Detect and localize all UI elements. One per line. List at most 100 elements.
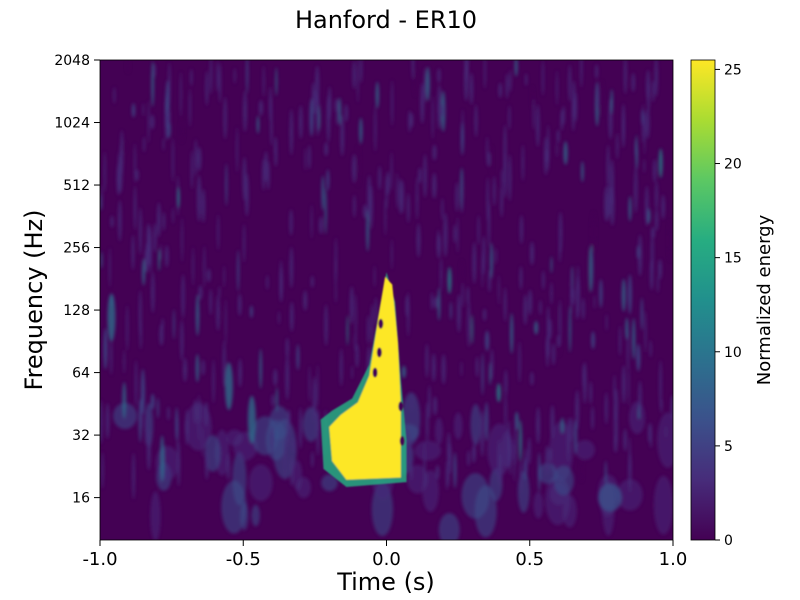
y-tick-label: 128 (63, 303, 90, 319)
noise-streak (225, 163, 228, 207)
noise-streak (518, 341, 521, 383)
noise-streak (492, 175, 496, 207)
noise-streak (654, 208, 659, 232)
noise-streak (576, 265, 580, 295)
noise-streak (604, 392, 608, 425)
noise-streak (566, 417, 570, 463)
noise-streak (370, 303, 374, 345)
noise-streak (122, 141, 127, 155)
noise-streak (445, 460, 449, 491)
noise-streak (500, 168, 503, 187)
noise-streak (153, 222, 157, 253)
x-tick-label: 0.5 (515, 549, 544, 570)
noise-streak (425, 402, 429, 444)
noise-streak (270, 118, 273, 147)
noise-streak (304, 147, 307, 171)
noise-streak (201, 426, 204, 457)
noise-blob (321, 474, 338, 492)
noise-streak (635, 134, 638, 169)
noise-streak (660, 398, 663, 413)
noise-streak (573, 419, 578, 455)
noise-blob (438, 512, 460, 540)
noise-streak (431, 95, 434, 140)
noise-streak (327, 86, 332, 121)
noise-streak (324, 304, 328, 347)
noise-streak (298, 105, 303, 140)
noise-streak (550, 256, 553, 274)
noise-streak (593, 294, 596, 310)
noise-streak (259, 348, 262, 389)
noise-streak (374, 105, 377, 152)
noise-streak (110, 215, 114, 228)
noise-streak (316, 409, 320, 457)
noise-streak (226, 453, 231, 480)
noise-streak (591, 331, 595, 350)
noise-streak (487, 200, 491, 248)
noise-streak (610, 159, 615, 206)
noise-streak (340, 114, 345, 157)
noise-streak (621, 364, 626, 404)
noise-streak (530, 371, 534, 386)
noise-streak (243, 90, 248, 133)
noise-streak (413, 69, 417, 97)
signal-gap (378, 318, 384, 329)
noise-streak (532, 98, 535, 130)
noise-streak (192, 247, 194, 286)
noise-streak (423, 67, 426, 104)
noise-streak (223, 96, 227, 140)
y-axis: 16 32 64 128 256 512 1024 2048 (54, 53, 100, 507)
noise-blob (453, 412, 463, 440)
x-tick-label: 1.0 (659, 549, 688, 570)
noise-streak (466, 286, 470, 305)
noise-streak (326, 169, 330, 191)
noise-streak (659, 360, 662, 408)
noise-streak (539, 299, 542, 316)
noise-streak (201, 188, 206, 223)
noise-streak (172, 207, 174, 224)
noise-streak (498, 82, 503, 99)
noise-streak (637, 234, 643, 277)
colorbar-tick-label: 5 (724, 439, 733, 455)
noise-streak (627, 363, 630, 407)
noise-streak (175, 407, 179, 441)
noise-streak (190, 150, 194, 190)
noise-streak (209, 60, 213, 95)
noise-streak (290, 456, 295, 473)
noise-streak (162, 211, 166, 231)
noise-streak (296, 344, 300, 371)
noise-streak (504, 393, 507, 430)
noise-streak (596, 82, 600, 112)
noise-streak (475, 356, 479, 378)
noise-blob (653, 475, 673, 535)
noise-blob (248, 464, 273, 502)
noise-streak (366, 209, 370, 252)
noise-streak (162, 137, 165, 151)
noise-streak (652, 158, 657, 183)
noise-streak (147, 100, 150, 144)
noise-streak (138, 207, 142, 256)
noise-streak (441, 103, 445, 118)
noise-streak (477, 214, 480, 246)
noise-streak (356, 145, 360, 187)
noise-streak (408, 110, 412, 133)
noise-streak (571, 96, 575, 132)
noise-streak (196, 174, 202, 222)
noise-streak (556, 70, 558, 106)
noise-streak (613, 402, 616, 443)
noise-streak (460, 175, 463, 215)
noise-streak (640, 297, 644, 331)
noise-streak (351, 365, 353, 380)
noise-streak (647, 423, 651, 443)
noise-streak (661, 194, 666, 220)
noise-streak (439, 257, 443, 291)
noise-streak (142, 102, 145, 117)
noise-streak (179, 71, 182, 118)
noise-streak (441, 197, 444, 221)
noise-streak (378, 165, 382, 191)
noise-streak (311, 451, 314, 468)
noise-streak (497, 438, 501, 484)
noise-streak (197, 146, 202, 172)
noise-streak (233, 67, 236, 84)
noise-streak (201, 359, 205, 376)
noise-streak (582, 364, 585, 388)
